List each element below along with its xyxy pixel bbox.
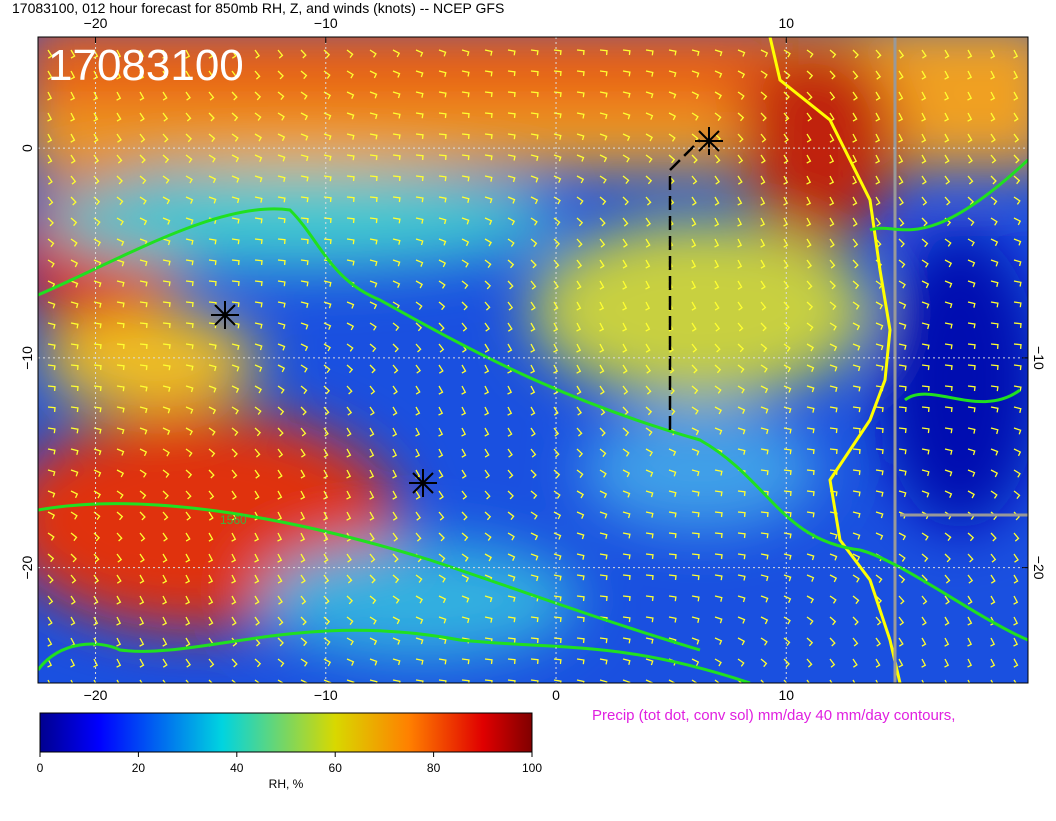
bottom-tick-label: −10: [314, 687, 338, 703]
precip-note: Precip (tot dot, conv sol) mm/day 40 mm/…: [592, 707, 955, 724]
bottom-tick-label: 0: [552, 687, 560, 703]
map-frame: [37, 36, 1029, 684]
left-tick-label: −20: [19, 556, 35, 580]
colorbar-tick-label: 60: [329, 761, 343, 775]
top-tick-label: 10: [778, 15, 794, 31]
left-tick-label: 0: [19, 144, 35, 152]
right-tick-label: −20: [1031, 556, 1047, 580]
wind-barbs: [47, 49, 1022, 683]
colorbar-tick-label: 20: [132, 761, 146, 775]
colorbar-tick-label: 40: [230, 761, 244, 775]
colorbar-tick-label: 80: [427, 761, 441, 775]
colorbar-label: RH, %: [269, 777, 304, 791]
colorbar-tick-label: 100: [522, 761, 542, 775]
stamp: 17083100: [48, 41, 244, 90]
top-tick-label: −20: [84, 15, 108, 31]
title: 17083100, 012 hour forecast for 850mb RH…: [12, 0, 504, 16]
colorbar-tick-label: 0: [37, 761, 44, 775]
right-tick-label: −10: [1031, 346, 1047, 370]
contour-label: 1560: [220, 513, 247, 527]
top-tick-label: −10: [314, 15, 338, 31]
left-tick-label: −10: [19, 346, 35, 370]
bottom-tick-label: 10: [778, 687, 794, 703]
map-field: [38, 37, 1028, 683]
colorbar: [39, 712, 533, 753]
bottom-tick-label: −20: [84, 687, 108, 703]
